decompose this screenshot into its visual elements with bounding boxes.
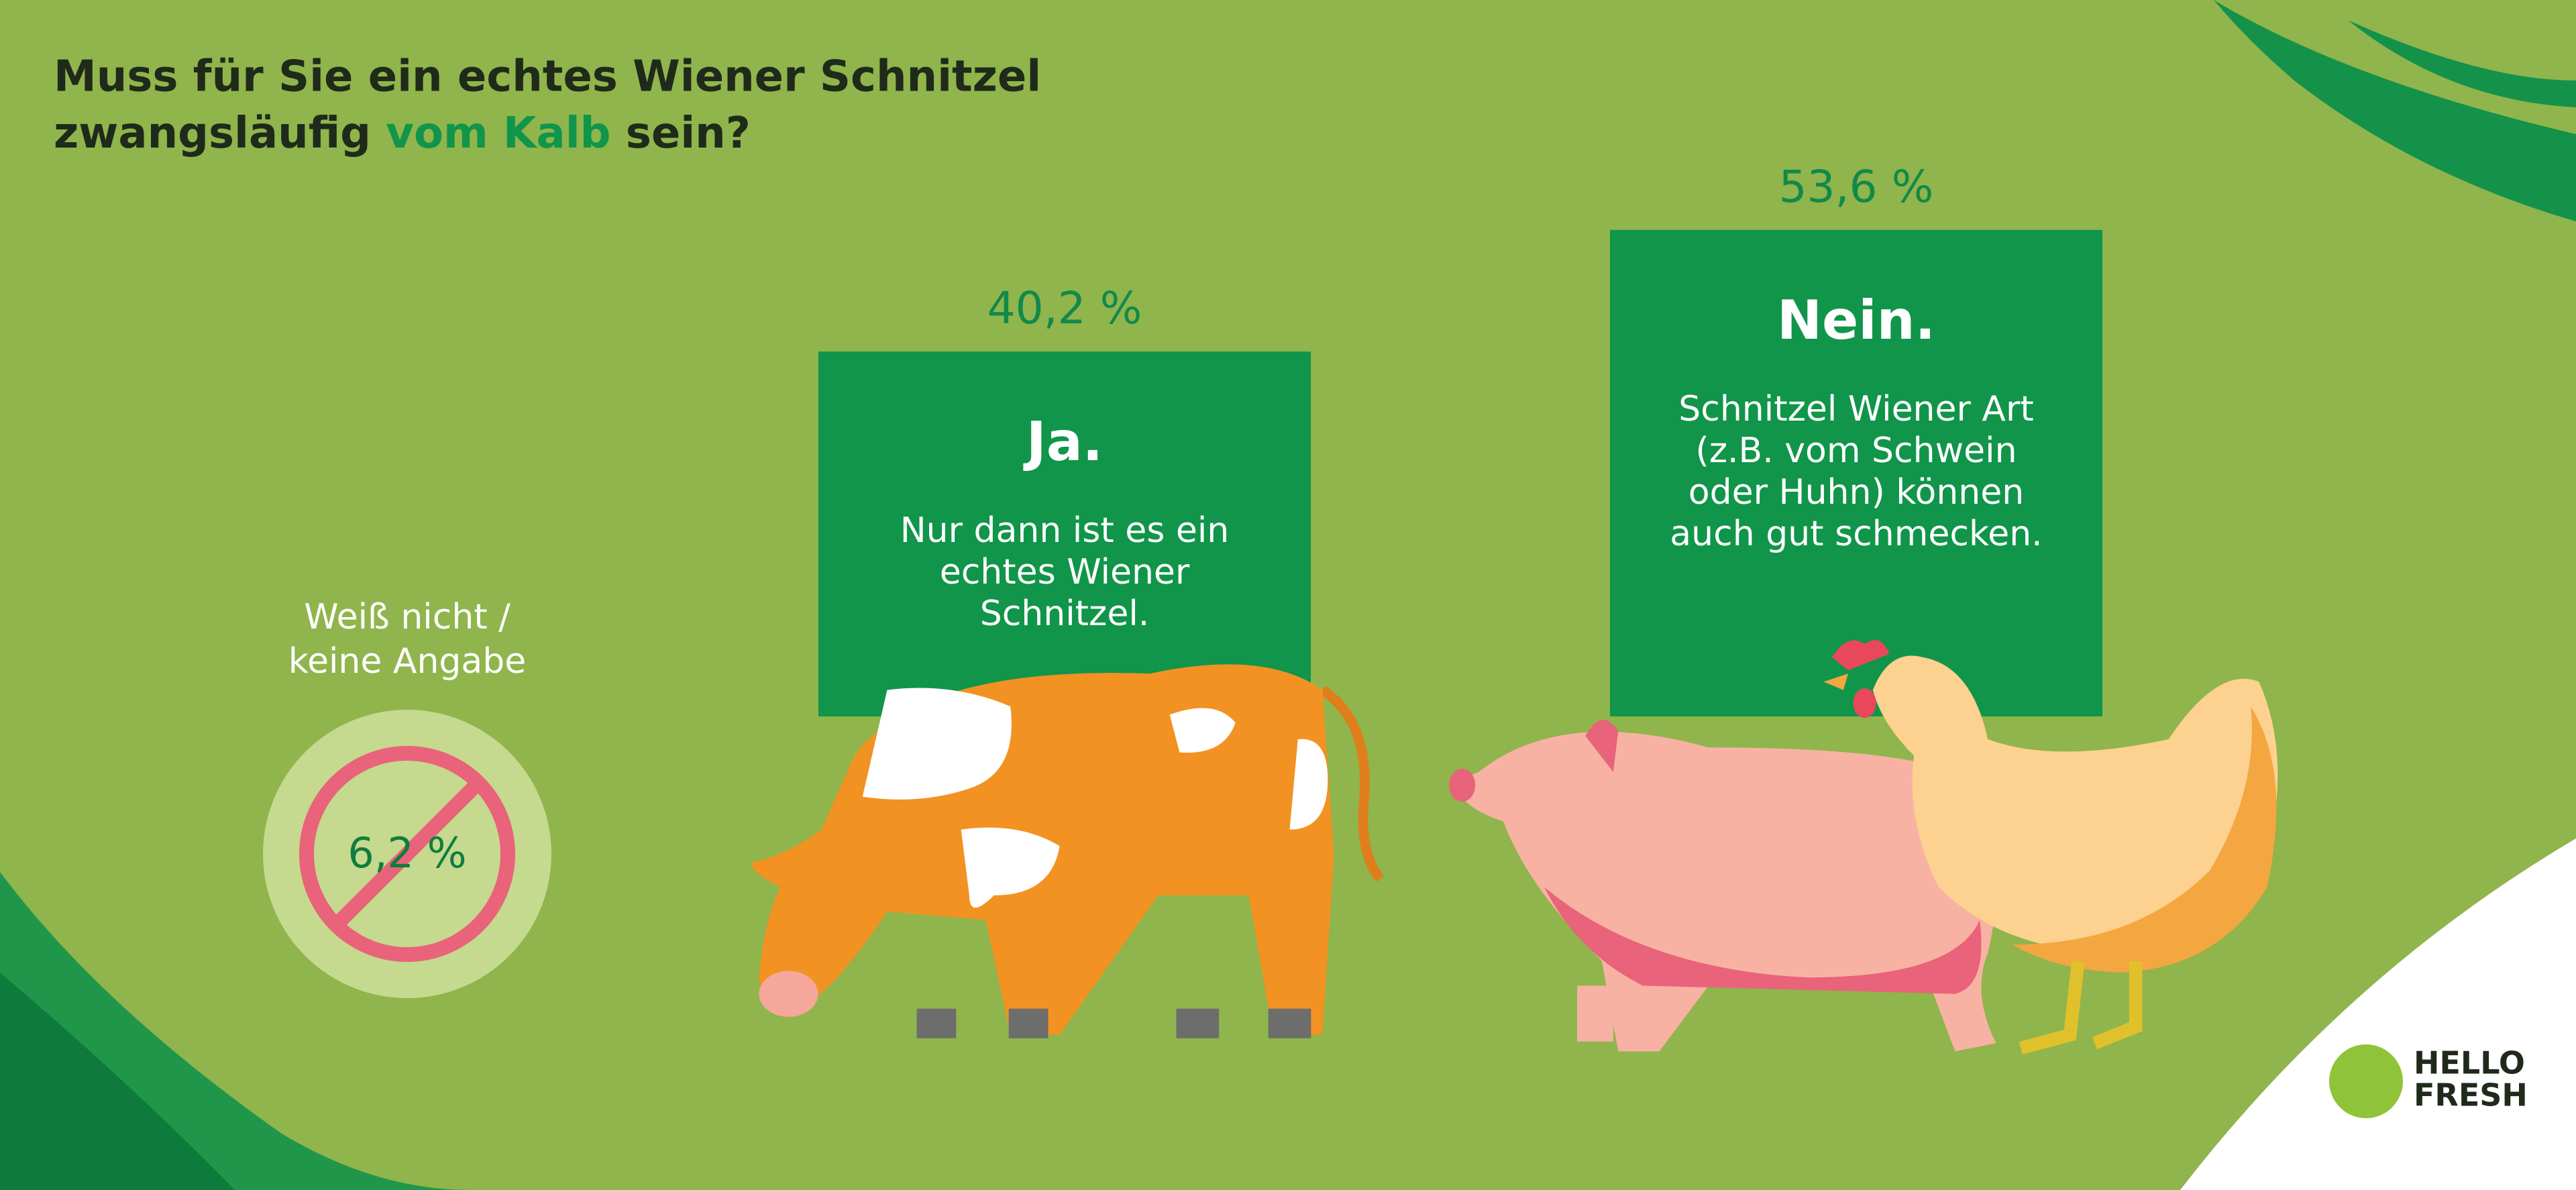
chicken	[1823, 640, 2278, 1054]
title-highlight: vom Kalb	[386, 109, 610, 158]
bar-description: (z.B. vom Schwein	[1695, 431, 2017, 471]
bar	[1610, 229, 2102, 716]
bar-description: Schnitzel.	[980, 594, 1150, 634]
bar-description: Schnitzel Wiener Art	[1678, 389, 2034, 429]
category-label: Ja.	[1023, 411, 1103, 473]
value-label: 40,2 %	[987, 282, 1142, 334]
unknown-label: keine Angabe	[288, 641, 527, 682]
bar	[818, 351, 1311, 716]
title-part: sein?	[610, 109, 750, 158]
unknown-label: Weiß nicht /	[304, 597, 511, 637]
logo: HELLO FRESH	[2329, 1044, 2528, 1118]
logo-text: FRESH	[2414, 1077, 2528, 1114]
category-label: Nein.	[1777, 289, 1935, 351]
brush-white	[2180, 839, 2576, 1190]
cow	[751, 664, 1385, 1038]
bar-description: auch gut schmecken.	[1670, 514, 2042, 554]
no-sign-bar	[330, 777, 484, 931]
bar-description: echtes Wiener	[940, 552, 1190, 592]
no-sign-ring	[299, 746, 515, 962]
value-label: 53,6 %	[1779, 161, 1934, 213]
pig	[1449, 720, 1996, 1052]
logo-text: HELLO	[2414, 1045, 2525, 1081]
animals	[751, 640, 2278, 1054]
bar-description: oder Huhn) können	[1688, 472, 2024, 512]
title-part: zwangsläufig	[54, 109, 386, 158]
title-line-2: zwangsläufig vom Kalb sein?	[54, 109, 751, 158]
title-line-1: Muss für Sie ein echtes Wiener Schnitzel	[54, 52, 1041, 102]
unknown-value-label: 6,2 %	[347, 828, 466, 877]
logo-lime	[2329, 1044, 2403, 1118]
bar-description: Nur dann ist es ein	[900, 510, 1230, 551]
